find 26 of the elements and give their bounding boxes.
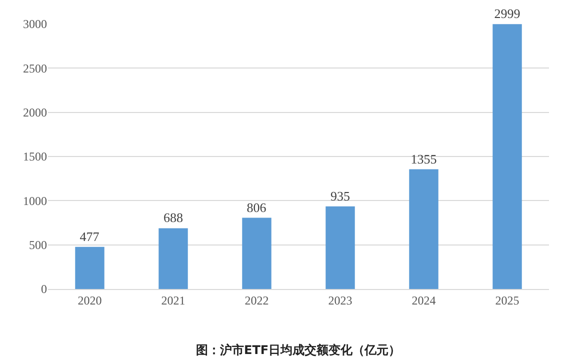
bar [326,206,355,289]
x-tick-label: 2022 [244,293,269,308]
bar [242,218,272,289]
data-label: 1355 [410,151,437,166]
y-tick-label: 0 [41,282,47,296]
data-label: 935 [330,188,350,204]
y-tick-label: 2000 [23,106,47,120]
bar [492,24,522,289]
y-tick-label: 3000 [23,17,47,32]
x-tick-label: 2023 [328,293,352,308]
data-label: 2999 [494,6,520,22]
x-tick-label: 2021 [161,293,186,308]
bar [409,169,438,289]
bar [158,228,188,289]
x-tick-label: 2024 [412,293,436,308]
y-tick-label: 1000 [23,194,47,208]
y-tick-label: 1500 [23,150,47,164]
x-tick-label: 2020 [78,293,102,308]
bar [75,246,104,289]
data-label: 477 [80,228,100,244]
data-label: 688 [164,210,183,226]
x-tick-label: 2025 [495,293,520,308]
y-tick-label: 500 [29,238,47,252]
y-tick-label: 2500 [23,61,47,76]
data-label: 806 [246,200,267,215]
text: 图：沪市ETF日均成交额变化（亿元） [196,343,401,357]
